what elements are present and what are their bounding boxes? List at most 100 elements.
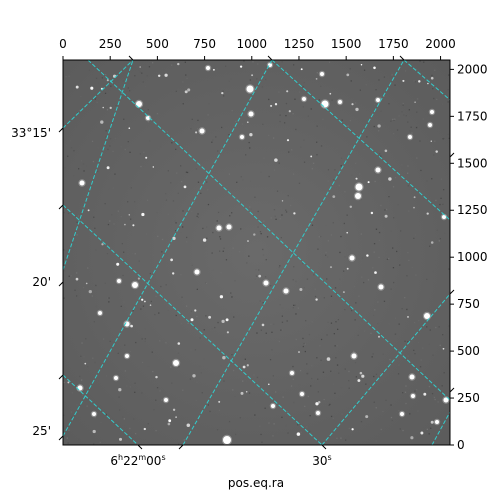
- noise-speck: [262, 123, 264, 125]
- noise-speck: [184, 61, 186, 63]
- noise-speck: [216, 68, 218, 70]
- right-tick-label: 0: [457, 438, 465, 452]
- star: [226, 224, 232, 230]
- star: [199, 128, 205, 134]
- noise-speck: [390, 288, 392, 290]
- noise-speck: [147, 423, 149, 425]
- top-tick-label: 1500: [331, 37, 362, 51]
- noise-speck: [293, 64, 295, 66]
- noise-speck: [107, 223, 110, 226]
- noise-speck: [108, 188, 111, 190]
- noise-speck: [276, 190, 279, 192]
- star: [263, 280, 269, 286]
- noise-speck: [233, 316, 235, 318]
- noise-speck: [87, 366, 89, 368]
- noise-speck: [159, 390, 161, 392]
- noise-speck: [281, 214, 283, 216]
- noise-speck: [100, 238, 102, 240]
- noise-speck: [405, 402, 407, 405]
- noise-speck: [211, 252, 213, 254]
- noise-speck: [340, 235, 342, 238]
- noise-speck: [319, 345, 321, 347]
- top-tick-label: 2000: [425, 37, 456, 51]
- noise-speck: [181, 296, 183, 298]
- noise-speck: [203, 329, 205, 331]
- noise-speck: [434, 69, 436, 71]
- noise-speck: [76, 221, 78, 223]
- star: [310, 155, 313, 158]
- star: [90, 86, 94, 90]
- noise-speck: [130, 187, 132, 189]
- noise-speck: [110, 140, 112, 143]
- noise-speck: [430, 427, 432, 429]
- noise-speck: [281, 321, 284, 323]
- dec-tick: [58, 435, 64, 441]
- noise-speck: [279, 265, 281, 267]
- noise-speck: [107, 148, 109, 151]
- noise-speck: [290, 204, 292, 207]
- noise-speck: [207, 189, 209, 191]
- noise-speck: [268, 175, 270, 178]
- noise-speck: [407, 175, 409, 177]
- noise-speck: [246, 262, 248, 264]
- noise-speck: [447, 133, 449, 135]
- noise-speck: [285, 115, 287, 117]
- star: [427, 82, 429, 85]
- noise-speck: [314, 288, 316, 290]
- star: [92, 429, 96, 434]
- noise-speck: [334, 169, 336, 171]
- noise-speck: [223, 95, 225, 97]
- star: [212, 68, 215, 71]
- noise-speck: [355, 376, 357, 378]
- noise-speck: [226, 186, 228, 188]
- noise-speck: [222, 90, 224, 92]
- noise-speck: [365, 84, 367, 86]
- noise-speck: [308, 333, 311, 336]
- star: [114, 376, 118, 380]
- noise-speck: [431, 393, 434, 395]
- noise-speck: [64, 167, 66, 169]
- noise-speck: [415, 274, 417, 276]
- noise-speck: [182, 81, 184, 83]
- noise-speck: [220, 364, 222, 367]
- noise-speck: [303, 82, 305, 84]
- star: [247, 240, 249, 242]
- noise-speck: [207, 203, 210, 206]
- noise-speck: [414, 234, 417, 236]
- noise-speck: [448, 268, 450, 270]
- noise-speck: [165, 193, 167, 195]
- noise-speck: [278, 162, 280, 164]
- star: [221, 91, 224, 95]
- top-tick-label: 1750: [378, 37, 409, 51]
- noise-speck: [316, 357, 318, 359]
- noise-speck: [314, 295, 317, 298]
- noise-speck: [434, 140, 436, 142]
- noise-speck: [262, 248, 264, 251]
- noise-speck: [127, 141, 129, 143]
- noise-speck: [292, 113, 294, 115]
- noise-speck: [245, 154, 247, 156]
- noise-speck: [300, 146, 302, 148]
- noise-speck: [285, 70, 287, 72]
- star: [144, 300, 146, 303]
- noise-speck: [375, 440, 377, 442]
- noise-speck: [70, 275, 72, 277]
- star: [92, 412, 96, 416]
- noise-speck: [413, 80, 415, 82]
- noise-speck: [293, 266, 295, 268]
- star: [378, 335, 380, 338]
- star: [225, 318, 229, 322]
- star: [349, 255, 355, 261]
- noise-speck: [105, 136, 107, 138]
- noise-speck: [294, 98, 296, 100]
- noise-speck: [175, 222, 177, 224]
- noise-speck: [123, 251, 125, 253]
- noise-speck: [68, 75, 70, 77]
- noise-speck: [391, 72, 393, 74]
- noise-speck: [349, 248, 352, 250]
- noise-speck: [307, 372, 309, 375]
- noise-speck: [91, 140, 94, 142]
- noise-speck: [361, 320, 363, 322]
- noise-speck: [80, 166, 82, 168]
- noise-speck: [263, 157, 265, 159]
